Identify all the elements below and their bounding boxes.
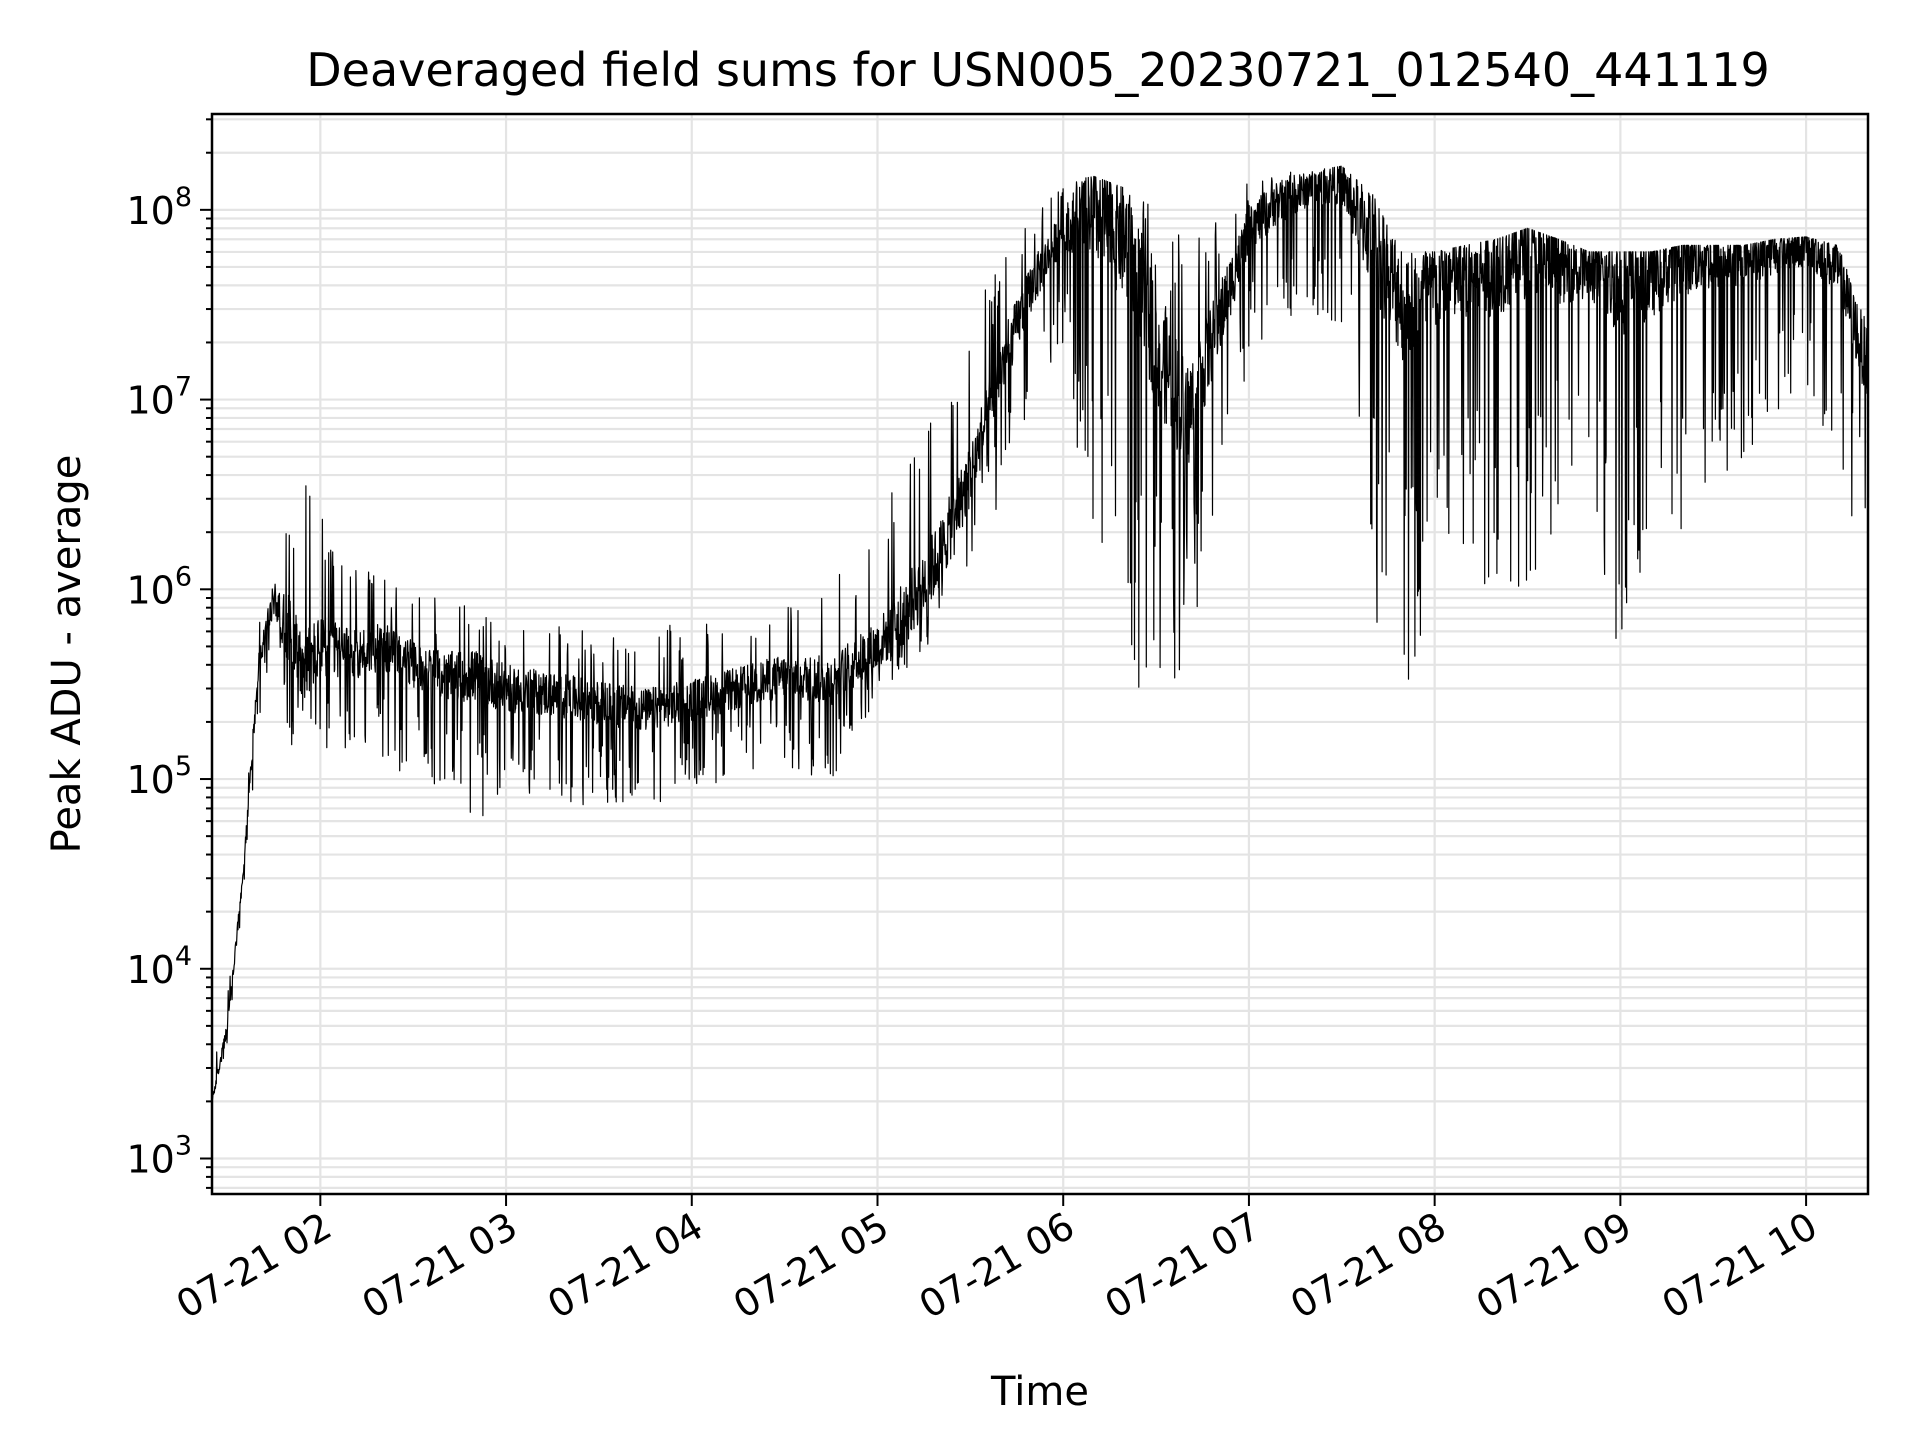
series-line [211,165,1869,1101]
plot-frame [210,112,1870,1196]
y-tick-label: 105 [126,751,192,802]
plot-series [211,165,1869,1101]
chart-title: Deaveraged field sums for USN005_2023072… [306,43,1770,97]
y-tick-label: 103 [126,1131,192,1182]
y-tick-label: 108 [126,182,192,233]
y-tick-label: 107 [126,372,192,423]
y-tick-label: 104 [126,941,192,992]
x-axis-label: Time [990,1369,1089,1415]
y-tick-label: 106 [126,561,192,612]
y-axis-label: Peak ADU - average [44,455,90,854]
